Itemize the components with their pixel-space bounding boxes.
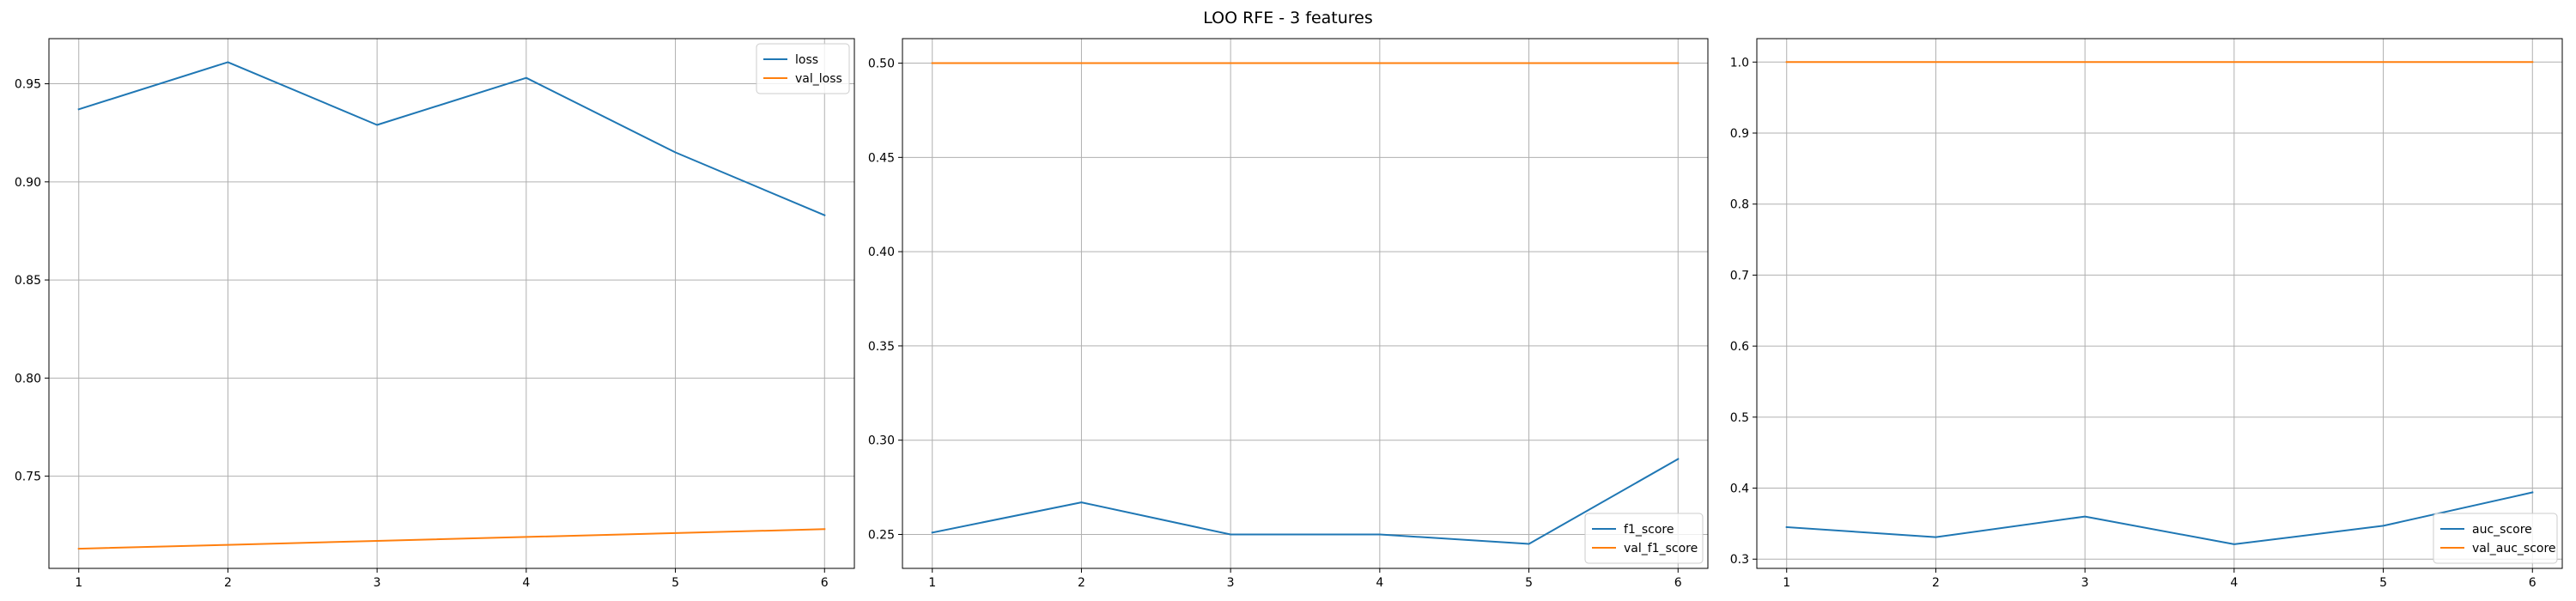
x-tick-label: 2: [224, 576, 232, 590]
legend: loss val_loss: [756, 43, 850, 94]
x-tick-label: 4: [2230, 576, 2238, 590]
series-line-f1_score: [931, 458, 1680, 545]
x-tick-label: 5: [2379, 576, 2387, 590]
x-tick-label: 6: [1674, 576, 1682, 590]
series-line-loss: [77, 61, 826, 217]
y-tick-label: 0.35: [868, 340, 895, 354]
x-tick-label: 4: [522, 576, 530, 590]
y-tick-label: 0.40: [868, 246, 895, 259]
y-tick-label: 0.7: [1730, 269, 1749, 282]
legend-label: val_f1_score: [1624, 542, 1698, 555]
subplot-1: 1 2 3 4 5 6 0.75 0.80 0.85 0.90 0.95 loss val_loss: [15, 38, 855, 590]
legend-box: [2433, 513, 2558, 564]
x-tick-label: 6: [2529, 576, 2537, 590]
legend-label: auc_score: [2472, 523, 2532, 537]
legend-box: [756, 43, 850, 94]
legend-label: loss: [795, 53, 818, 67]
x-tick-label: 2: [1932, 576, 1940, 590]
y-tick-label: 0.95: [15, 78, 41, 92]
y-tick-label: 1.0: [1730, 56, 1749, 70]
x-tick-label: 5: [671, 576, 679, 590]
y-tick-label: 0.9: [1730, 127, 1749, 141]
figure-title: LOO RFE - 3 features: [1203, 9, 1373, 27]
legend-label: f1_score: [1624, 523, 1674, 537]
legend-box: [1584, 513, 1704, 564]
legend: f1_score val_f1_score: [1584, 513, 1704, 564]
series-line-val_loss: [77, 528, 826, 550]
y-tick-label: 0.25: [868, 528, 895, 542]
subplot-3: 1 2 3 4 5 6 0.3 0.4 0.5 0.6 0.7 0.8 0.9 1.0 auc_scorev…: [1730, 38, 2563, 590]
legend: auc_score val_auc_score: [2433, 513, 2558, 564]
x-tick-label: 3: [374, 576, 381, 590]
y-tick-label: 0.3: [1730, 553, 1749, 567]
axes-frame: [48, 38, 855, 569]
legend-label: val_loss: [795, 72, 842, 86]
y-tick-label: 0.30: [868, 434, 895, 448]
legend-label: val_auc_score: [2472, 542, 2556, 555]
y-tick-label: 0.45: [868, 151, 895, 165]
x-tick-label: 5: [1525, 576, 1533, 590]
y-tick-label: 0.80: [15, 372, 41, 385]
subplot-2: 1 2 3 4 5 6 0.25 0.30 0.35 0.40 0.45 0.50 f1_scoreva…: [868, 38, 1709, 590]
axes-frame: [902, 38, 1709, 569]
y-tick-label: 0.4: [1730, 483, 1749, 496]
axes-frame: [1756, 38, 2563, 569]
x-tick-label: 3: [2081, 576, 2089, 590]
y-tick-label: 0.6: [1730, 340, 1749, 354]
x-tick-label: 6: [821, 576, 829, 590]
series-line-auc_score: [1785, 491, 2534, 545]
y-tick-label: 0.85: [15, 274, 41, 288]
x-tick-label: 1: [928, 576, 936, 590]
y-tick-label: 0.90: [15, 176, 41, 190]
y-tick-label: 0.50: [868, 58, 895, 71]
x-tick-label: 4: [1376, 576, 1383, 590]
x-tick-label: 1: [1783, 576, 1790, 590]
x-tick-label: 1: [75, 576, 82, 590]
x-tick-label: 3: [1227, 576, 1235, 590]
y-tick-label: 0.75: [15, 470, 41, 484]
y-tick-label: 0.5: [1730, 411, 1749, 425]
y-tick-label: 0.8: [1730, 198, 1749, 212]
x-tick-label: 2: [1078, 576, 1085, 590]
